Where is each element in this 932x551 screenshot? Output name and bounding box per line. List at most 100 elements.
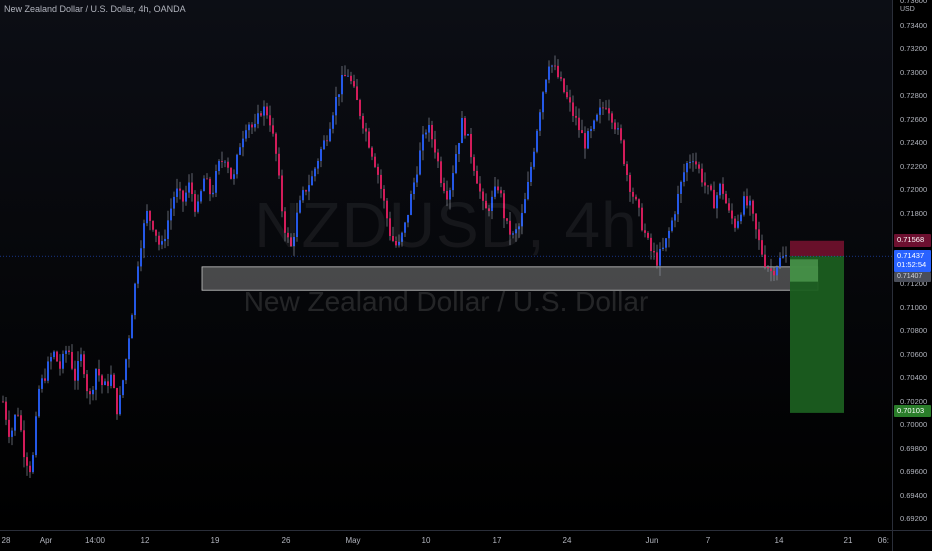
candle-body [119, 395, 121, 415]
candle-body [482, 191, 484, 201]
time-axis[interactable]: 28 Apr 14:00 12 19 26 May 10 17 24 Jun 7 14 21 06: [0, 530, 892, 551]
candle-body [53, 351, 55, 358]
watermark-name: New Zealand Dollar / U.S. Dollar [243, 286, 649, 317]
time-tick: 14:00 [84, 536, 106, 545]
candle-body [617, 128, 619, 130]
take-profit-zone [790, 256, 844, 413]
candle-body [653, 251, 655, 253]
time-tick: 17 [492, 536, 502, 545]
candle-body [671, 220, 673, 231]
candle-body [368, 131, 370, 148]
stop-loss-zone [790, 240, 844, 257]
time-tick: 14 [774, 536, 784, 545]
candle-body [251, 124, 253, 128]
candle-body [506, 218, 508, 221]
price-tick-partial: 0.73600 [900, 0, 928, 5]
candle-body [83, 354, 85, 375]
candle-body [716, 195, 718, 209]
candle-body [317, 160, 319, 169]
candle-body [65, 350, 67, 354]
candle-body [374, 156, 376, 167]
time-tick: 12 [140, 536, 150, 545]
candle-body [140, 248, 142, 267]
candle-body [59, 361, 61, 369]
price-tick: 0.72200 [900, 161, 928, 171]
candle-body [332, 115, 334, 129]
candle-body [143, 223, 145, 249]
time-tick: 10 [421, 536, 431, 545]
candle-body [89, 391, 91, 395]
candle-body [284, 211, 286, 233]
candle-body [416, 174, 418, 183]
candle-body [446, 190, 448, 200]
candle-body [224, 161, 226, 163]
candle-body [308, 185, 310, 192]
price-tick: 0.69600 [900, 467, 928, 476]
candle-body [581, 130, 583, 134]
time-tick: 24 [562, 536, 572, 545]
price-axis[interactable]: USD 0.73400 0.73200 0.73000 0.72800 0.72600 0… [892, 0, 932, 530]
candle-body [134, 283, 136, 316]
candle-body [599, 107, 601, 115]
candle-body [392, 235, 394, 241]
position-fill-zone [790, 259, 818, 282]
candlestick-chart[interactable] [0, 0, 892, 530]
price-tick: 0.73200 [900, 44, 928, 53]
candle-body [491, 196, 493, 212]
price-tick: 0.69400 [900, 490, 928, 500]
candle-body [239, 147, 241, 155]
position-line-price-label: 0.71407 [894, 272, 931, 282]
candle-body [125, 359, 127, 381]
candle-body [692, 161, 694, 163]
candle-body [278, 153, 280, 176]
candle-body [533, 151, 535, 167]
candle-body [254, 123, 256, 128]
candle-body [488, 208, 490, 212]
symbol-title[interactable]: New Zealand Dollar / U.S. Dollar, 4h, OA… [4, 4, 186, 14]
candle-body [683, 172, 685, 182]
candle-body [443, 183, 445, 191]
candle-body [404, 222, 406, 233]
entry-price-label: 0.71437 01:52:54 [894, 250, 931, 272]
candle-body [350, 75, 352, 82]
candle-body [407, 214, 409, 223]
chart-area[interactable]: NZDUSD, 4h New Zealand Dollar / U.S. Dol… [0, 0, 892, 530]
candle-body [146, 210, 148, 224]
candle-body [305, 190, 307, 192]
time-tick: 28 [1, 536, 11, 545]
candle-body [173, 196, 175, 209]
candle-body [518, 226, 520, 230]
time-tick: 06: [877, 536, 889, 545]
candle-body [620, 128, 622, 141]
candle-body [608, 108, 610, 114]
candle-body [641, 207, 643, 231]
candle-body [413, 182, 415, 194]
candle-body [680, 181, 682, 194]
candle-body [728, 203, 730, 211]
candle-body [737, 221, 739, 228]
candle-body [47, 361, 49, 381]
candle-body [383, 188, 385, 201]
candle-body [167, 220, 169, 239]
price-tick: 0.72600 [900, 114, 928, 124]
candle-body [320, 149, 322, 161]
candle-body [764, 254, 766, 268]
candle-body [614, 122, 616, 130]
candle-body [338, 94, 340, 97]
candle-body [233, 174, 235, 179]
bar-countdown: 01:52:54 [897, 260, 927, 269]
currency-label: USD [900, 6, 915, 13]
candle-body [602, 107, 604, 109]
candle-body [527, 181, 529, 200]
candle-body [203, 178, 205, 192]
candle-body [359, 100, 361, 116]
price-tick: 0.72800 [900, 91, 928, 100]
candle-body [104, 381, 106, 386]
candle-body [311, 176, 313, 186]
candle-body [20, 415, 22, 431]
price-tick: 0.71000 [900, 302, 928, 312]
candle-body [554, 65, 556, 67]
candle-body [11, 430, 13, 437]
candle-body [551, 65, 553, 67]
candle-body [293, 236, 295, 247]
